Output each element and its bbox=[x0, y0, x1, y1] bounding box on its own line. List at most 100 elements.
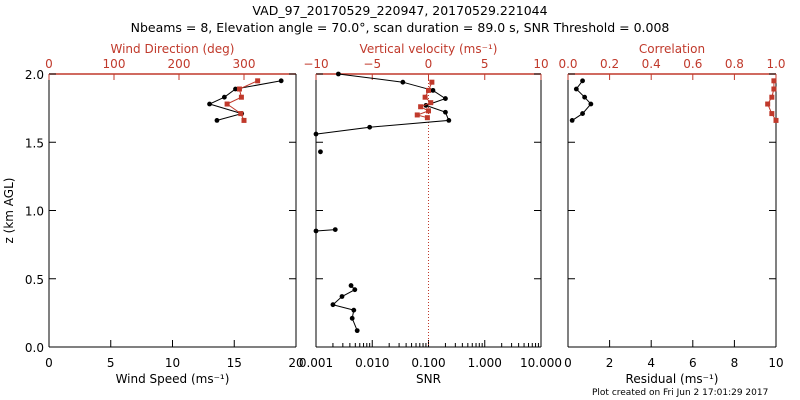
wind-point-0 bbox=[214, 118, 220, 123]
snr-point-1 bbox=[428, 100, 434, 106]
snr-top-xtick-label: 10 bbox=[533, 57, 548, 71]
corr-top-xtick-label: 0.4 bbox=[642, 57, 661, 71]
snr-point-0 bbox=[367, 124, 373, 130]
wind-top-xtick-label: 300 bbox=[233, 57, 256, 71]
snr-xtick-label: 10.000 bbox=[520, 356, 562, 370]
corr-point-0 bbox=[588, 101, 594, 107]
corr-x-axis-label: Residual (ms⁻¹) bbox=[626, 372, 719, 386]
snr-point-0 bbox=[430, 87, 436, 93]
snr-point-0 bbox=[400, 79, 406, 85]
snr-top-xtick-label: 5 bbox=[481, 57, 489, 71]
snr-point-1 bbox=[422, 94, 428, 100]
corr-top-xtick-label: 0.0 bbox=[558, 57, 577, 71]
wind-point-1 bbox=[238, 94, 244, 100]
corr-xtick-label: 6 bbox=[689, 356, 697, 370]
snr-point-1 bbox=[424, 115, 430, 121]
snr-xtick-label: 1.000 bbox=[468, 356, 502, 370]
corr-xtick-label: 4 bbox=[647, 356, 655, 370]
corr-point-1 bbox=[773, 117, 779, 123]
wind-xtick-label: 10 bbox=[165, 356, 180, 370]
ytick-label: 0.5 bbox=[25, 273, 44, 287]
snr-xtick-label: 0.001 bbox=[299, 356, 333, 370]
snr-point-0 bbox=[313, 131, 319, 137]
wind-panel: 0.0 0.5 1.0 1.5 2.0 z (km AGL) 0 5 10 15 20 Wind Sp… bbox=[2, 42, 304, 386]
corr-top-xtick-label: 0.8 bbox=[725, 57, 744, 71]
snr-panel: 0.001 0.010 0.100 1.000 10.000 SNR −10 −5 0 5 10 Ve… bbox=[299, 42, 562, 386]
wind-top-xtick-label: 200 bbox=[168, 57, 191, 71]
chart-subtitle: Nbeams = 8, Elevation angle = 70.0°, sca… bbox=[131, 20, 670, 35]
wind-top-axis-label: Wind Direction (deg) bbox=[111, 42, 235, 56]
plot-footer: Plot created on Fri Jun 2 17:01:29 2017 bbox=[592, 388, 768, 398]
snr-point-0 bbox=[352, 287, 358, 293]
snr-point-1 bbox=[426, 108, 431, 114]
corr-point-1 bbox=[769, 111, 775, 117]
corr-point-0 bbox=[582, 94, 588, 100]
y-axis-label: z (km AGL) bbox=[2, 178, 16, 244]
corr-top-axis-label: Correlation bbox=[639, 42, 705, 56]
wind-x-axis-label: Wind Speed (ms⁻¹) bbox=[116, 372, 230, 386]
wind-point-0 bbox=[207, 101, 212, 107]
snr-top-xtick-label: −10 bbox=[303, 57, 328, 71]
ytick-label: 1.5 bbox=[25, 136, 44, 150]
corr-point-0 bbox=[569, 118, 575, 123]
wind-xtick-label: 0 bbox=[45, 356, 53, 370]
snr-top-xtick-label: 0 bbox=[425, 57, 433, 71]
corr-xtick-label: 0 bbox=[564, 356, 572, 370]
snr-point-0 bbox=[354, 328, 360, 334]
corr-point-1 bbox=[771, 86, 777, 92]
snr-top-xtick-label: −5 bbox=[363, 57, 381, 71]
snr-point-0 bbox=[446, 118, 452, 123]
wind-top-xtick-label: 100 bbox=[103, 57, 126, 71]
snr-point-0 bbox=[339, 294, 345, 299]
wind-point-0 bbox=[233, 86, 238, 92]
corr-point-1 bbox=[771, 78, 777, 84]
corr-point-1 bbox=[765, 101, 771, 107]
snr-point-0 bbox=[443, 109, 448, 115]
snr-point-0 bbox=[348, 283, 354, 288]
chart-title: VAD_97_20170529_220947, 20170529.221044 bbox=[252, 3, 547, 18]
snr-point-0 bbox=[335, 71, 341, 77]
snr-xtick-label: 0.100 bbox=[411, 356, 445, 370]
snr-series-line-0 bbox=[315, 229, 336, 232]
corr-top-xtick-label: 1.0 bbox=[766, 57, 785, 71]
wind-point-0 bbox=[221, 94, 227, 100]
wind-point-1 bbox=[255, 78, 261, 84]
corr-point-0 bbox=[580, 111, 585, 116]
wind-xtick-label: 20 bbox=[288, 356, 303, 370]
wind-point-1 bbox=[224, 101, 230, 107]
corr-point-0 bbox=[580, 78, 585, 84]
corr-xtick-label: 2 bbox=[606, 356, 614, 370]
ytick-label: 2.0 bbox=[25, 68, 44, 82]
corr-point-1 bbox=[769, 94, 775, 100]
wind-point-1 bbox=[236, 86, 242, 92]
snr-point-0 bbox=[351, 307, 357, 313]
snr-point-0 bbox=[330, 302, 336, 308]
wind-xtick-label: 15 bbox=[227, 356, 242, 370]
snr-point-0 bbox=[313, 228, 319, 234]
wind-point-1 bbox=[241, 117, 247, 123]
snr-x-axis-label: SNR bbox=[416, 372, 441, 386]
wind-xtick-label: 5 bbox=[107, 356, 115, 370]
corr-xtick-label: 10 bbox=[768, 356, 783, 370]
snr-point-1 bbox=[414, 112, 420, 118]
snr-point-0 bbox=[332, 227, 338, 233]
snr-point-1 bbox=[418, 104, 424, 110]
corr-top-xtick-label: 0.2 bbox=[600, 57, 619, 71]
corr-xtick-label: 8 bbox=[731, 356, 739, 370]
snr-point-1 bbox=[429, 79, 435, 85]
wind-point-1 bbox=[238, 111, 244, 117]
snr-point-0 bbox=[443, 96, 448, 101]
wind-point-0 bbox=[278, 78, 284, 84]
snr-xtick-label: 0.010 bbox=[355, 356, 389, 370]
corr-point-0 bbox=[573, 86, 579, 92]
ytick-label: 1.0 bbox=[25, 205, 44, 219]
corr-top-xtick-label: 0.6 bbox=[683, 57, 702, 71]
snr-point-1 bbox=[426, 87, 431, 93]
snr-point-0 bbox=[318, 149, 323, 155]
corr-panel: 0 2 4 6 8 10 Residual (ms⁻¹) 0.0 0.2 0.4 0.6 0.8 1.0… bbox=[558, 42, 785, 386]
wind-top-xtick-label: 0 bbox=[45, 57, 53, 71]
ytick-label: 0.0 bbox=[25, 341, 44, 355]
snr-point-0 bbox=[349, 315, 355, 321]
